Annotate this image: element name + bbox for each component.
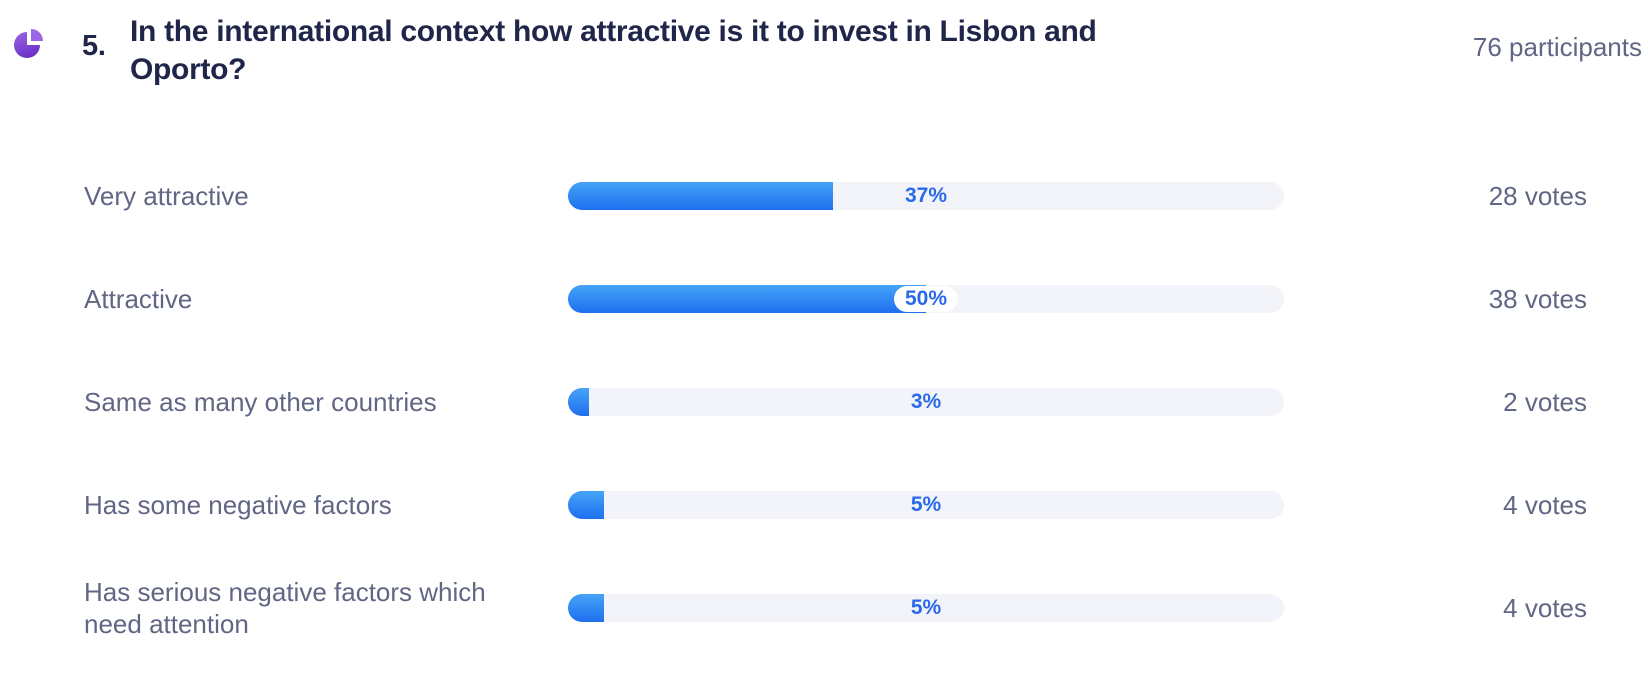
participants-count: 76 participants [1472, 32, 1642, 62]
option-label: Has some negative factors [84, 490, 392, 520]
result-bar-track [568, 491, 1284, 519]
result-bar-track [568, 594, 1284, 622]
percent-badge: 3% [910, 390, 942, 413]
result-bar: 37% [568, 182, 1284, 210]
option-row: Very attractive 37% 28 votes [0, 164, 1648, 228]
result-bar: 3% [568, 388, 1284, 416]
result-bar-fill [568, 491, 604, 519]
result-bar: 5% [568, 491, 1284, 519]
votes-label: 38 votes [1488, 283, 1587, 314]
question-number: 5. [82, 30, 106, 62]
votes-label: 4 votes [1503, 592, 1587, 623]
votes-label: 4 votes [1503, 489, 1587, 520]
percent-badge: 5% [910, 596, 942, 619]
votes-label: 2 votes [1503, 386, 1587, 417]
option-label: Very attractive [84, 181, 249, 211]
percent-badge: 37% [904, 184, 948, 207]
result-bar-fill [568, 594, 604, 622]
option-row: Has serious negative factors which need … [0, 576, 1648, 640]
option-label: Same as many other countries [84, 387, 437, 417]
option-label: Has serious negative factors which need … [84, 577, 486, 639]
results-list: Very attractive 37% 28 votes Attractive … [0, 164, 1648, 640]
percent-badge: 50% [893, 286, 959, 312]
option-row: Has some negative factors 5% 4 votes [0, 473, 1648, 537]
question-title: In the international context how attract… [130, 15, 1097, 86]
pie-chart-icon [12, 28, 46, 62]
votes-label: 28 votes [1488, 180, 1587, 211]
result-bar-fill [568, 388, 590, 416]
option-label: Attractive [84, 284, 193, 314]
result-bar: 5% [568, 594, 1284, 622]
result-bar-track [568, 388, 1284, 416]
result-bar-fill [568, 285, 926, 313]
option-row: Attractive 50% 38 votes [0, 267, 1648, 331]
result-bar-fill [568, 182, 833, 210]
option-row: Same as many other countries 3% 2 votes [0, 370, 1648, 434]
result-bar: 50% [568, 285, 1284, 313]
percent-badge: 5% [910, 493, 942, 516]
